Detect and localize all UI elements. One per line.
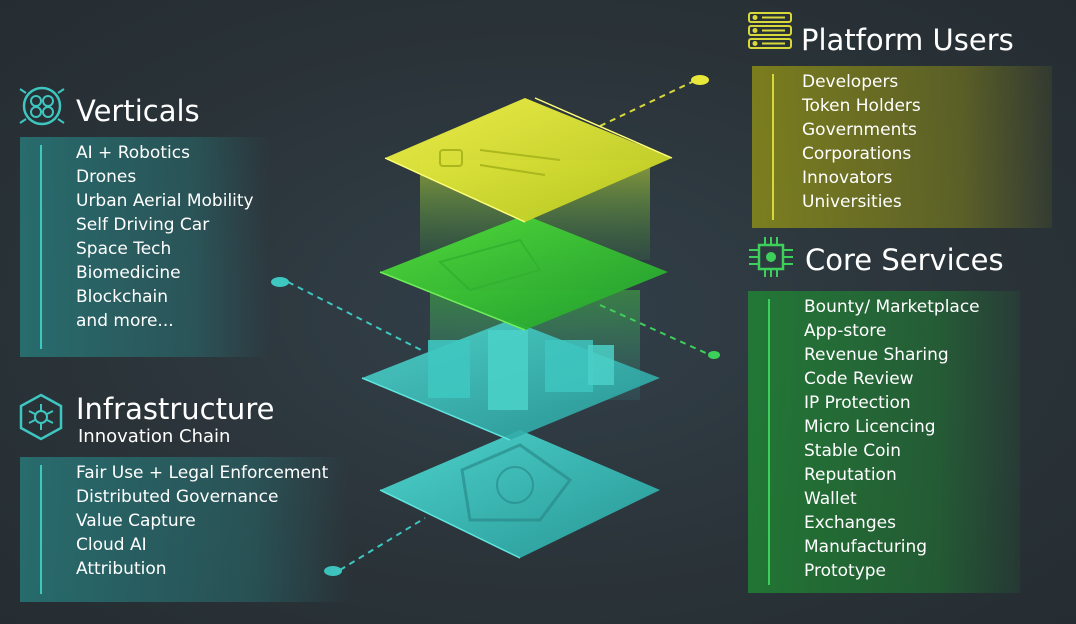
list-item: IP Protection — [804, 393, 911, 413]
verticals-list: AI + Robotics Drones Urban Aerial Mobili… — [76, 141, 254, 333]
list-item: and more... — [76, 311, 174, 331]
list-item: Exchanges — [804, 513, 896, 533]
list-item: App-store — [804, 321, 887, 341]
list-item: AI + Robotics — [76, 143, 190, 163]
infrastructure-panel: Fair Use + Legal Enforcement Distributed… — [20, 457, 350, 602]
platform-users-list: Developers Token Holders Governments Cor… — [802, 70, 921, 214]
list-item: Micro Licencing — [804, 417, 936, 437]
list-item: Blockchain — [76, 287, 169, 307]
list-item: Governments — [802, 120, 917, 140]
list-item: Stable Coin — [804, 441, 902, 461]
list-item: Fair Use + Legal Enforcement — [76, 463, 329, 483]
list-item: Biomedicine — [76, 263, 181, 283]
list-item: Prototype — [804, 561, 887, 581]
verticals-accent-bar — [40, 145, 42, 349]
platform-users-title: Platform Users — [801, 23, 1014, 57]
list-item: Token Holders — [802, 96, 921, 116]
core-services-list: Bounty/ Marketplace App-store Revenue Sh… — [804, 295, 980, 583]
verticals-title: Verticals — [76, 94, 200, 128]
list-item: Space Tech — [76, 239, 172, 259]
layer-infrastructure — [379, 430, 660, 559]
users-list-icon — [748, 12, 792, 49]
list-item: Developers — [802, 72, 899, 92]
list-item: Reputation — [804, 465, 897, 485]
list-item: Drones — [76, 167, 137, 187]
list-item: Cloud AI — [76, 535, 147, 555]
list-item: Urban Aerial Mobility — [76, 191, 254, 211]
connector-core — [599, 304, 720, 359]
connector-users — [599, 75, 709, 127]
platform-users-panel: Developers Token Holders Governments Cor… — [752, 66, 1052, 228]
core-services-panel: Bounty/ Marketplace App-store Revenue Sh… — [748, 291, 1020, 593]
list-item: Value Capture — [76, 511, 196, 531]
layer-platform-users — [384, 97, 673, 223]
list-item: Code Review — [804, 369, 914, 389]
list-item: Revenue Sharing — [804, 345, 949, 365]
list-item: Self Driving Car — [76, 215, 210, 235]
list-item: Distributed Governance — [76, 487, 279, 507]
core-services-accent-bar — [768, 299, 770, 585]
infrastructure-title: Infrastructure — [76, 392, 275, 426]
list-item: Corporations — [802, 144, 912, 164]
layer-core-services — [379, 215, 668, 331]
infrastructure-subtitle: Innovation Chain — [78, 426, 231, 447]
layer-verticals — [361, 320, 660, 441]
verticals-panel: AI + Robotics Drones Urban Aerial Mobili… — [20, 137, 270, 357]
platform-users-accent-bar — [772, 74, 774, 220]
network-icon — [19, 393, 63, 441]
list-item: Manufacturing — [804, 537, 928, 557]
infrastructure-list: Fair Use + Legal Enforcement Distributed… — [76, 461, 328, 581]
infrastructure-accent-bar — [40, 465, 42, 594]
chip-icon — [749, 237, 793, 277]
list-item: Attribution — [76, 559, 167, 579]
core-services-title: Core Services — [805, 243, 1004, 277]
list-item: Innovators — [802, 168, 893, 188]
list-item: Bounty/ Marketplace — [804, 297, 980, 317]
list-item: Universities — [802, 192, 902, 212]
cycle-icon — [19, 86, 65, 126]
list-item: Wallet — [804, 489, 857, 509]
connector-verticals — [271, 277, 426, 353]
